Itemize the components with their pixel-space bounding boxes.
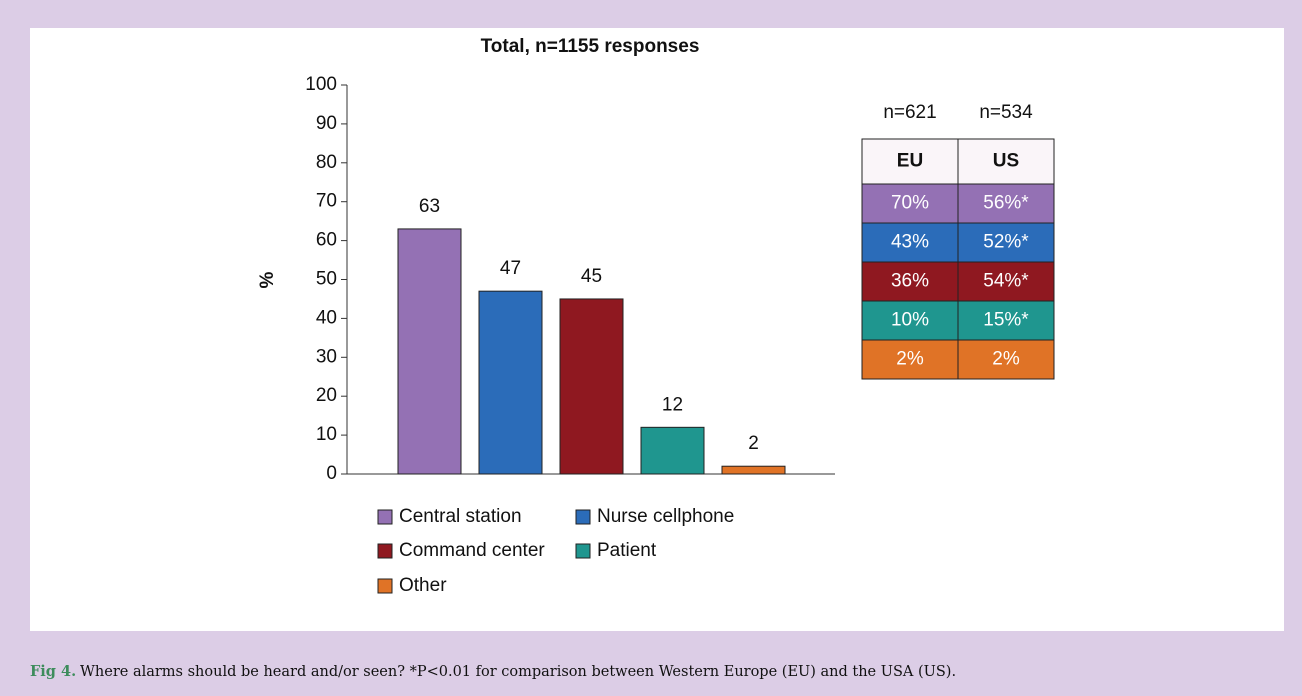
y-tick-label: 20	[316, 385, 337, 406]
table-cell	[957, 261, 1055, 302]
cell-text: 43%	[891, 232, 929, 253]
y-tick-label: 40	[316, 307, 337, 328]
y-tick-label: 70	[316, 191, 337, 212]
table-cell	[861, 222, 959, 263]
data-label: 2	[748, 433, 759, 454]
legend-label: Command center	[399, 540, 545, 561]
data-label: 45	[581, 266, 602, 287]
bar	[478, 290, 543, 475]
column-header: EU	[897, 151, 923, 172]
y-tick-label: 90	[316, 113, 337, 134]
cell-text: 54%*	[983, 271, 1029, 292]
legend-label: Other	[399, 575, 447, 596]
y-tick-label: 80	[316, 152, 337, 173]
legend-swatch	[377, 509, 393, 525]
legend-swatch	[575, 509, 591, 525]
data-label: 63	[419, 196, 440, 217]
column-header: US	[993, 151, 1019, 172]
y-tick-label: 30	[316, 346, 337, 367]
bar	[397, 228, 462, 475]
cell-text: 36%	[891, 271, 929, 292]
table-cell	[861, 183, 959, 224]
y-tick-label: 50	[316, 269, 337, 290]
table-cell	[861, 339, 959, 380]
legend-swatch	[377, 578, 393, 594]
data-label: 47	[500, 258, 521, 279]
cell-text: 15%*	[983, 310, 1029, 331]
data-label: 12	[662, 394, 683, 415]
y-tick-label: 100	[305, 74, 337, 95]
legend-label: Patient	[597, 540, 657, 561]
group-size: n=621	[883, 102, 936, 123]
bar	[721, 465, 786, 475]
table-cell	[957, 339, 1055, 380]
legend-swatch	[377, 543, 393, 559]
table-cell	[861, 261, 959, 302]
legend-label: Central station	[399, 506, 522, 527]
bar	[640, 426, 705, 475]
caption-text: Where alarms should be heard and/or seen…	[80, 664, 956, 680]
table-cell	[861, 300, 959, 341]
chart-title: Total, n=1155 responses	[481, 36, 700, 57]
cell-text: 56%*	[983, 193, 1029, 214]
cell-text: 10%	[891, 310, 929, 331]
cell-text: 70%	[891, 193, 929, 214]
bar	[559, 298, 624, 475]
cell-text: 52%*	[983, 232, 1029, 253]
y-tick-label: 10	[316, 424, 337, 445]
legend-swatch	[575, 543, 591, 559]
y-tick-label: 0	[326, 463, 337, 484]
cell-text: 2%	[896, 349, 924, 370]
cell-text: 2%	[992, 349, 1020, 370]
y-tick-label: 60	[316, 230, 337, 251]
panel	[30, 28, 1284, 631]
caption-label: Fig 4.	[30, 663, 76, 680]
group-size: n=534	[979, 102, 1033, 123]
legend-label: Nurse cellphone	[597, 506, 734, 527]
y-axis-label: %	[257, 271, 278, 288]
